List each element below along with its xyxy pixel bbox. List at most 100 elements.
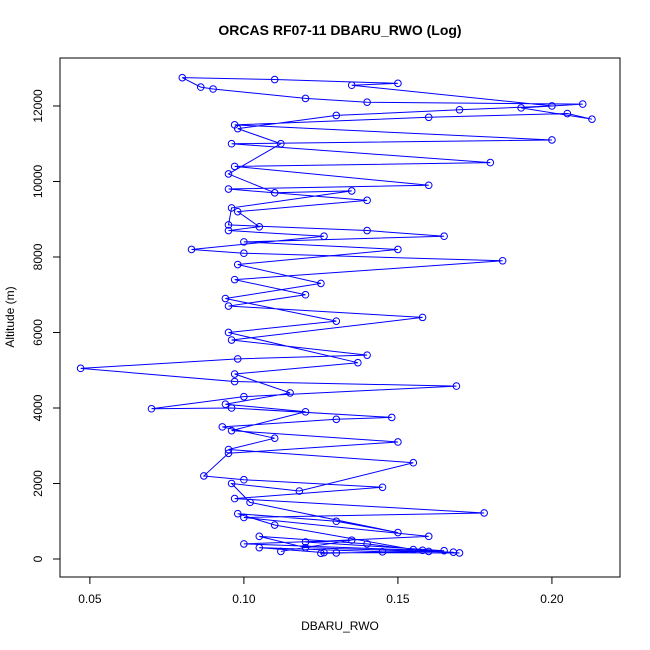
data-point [301, 290, 310, 299]
data-point [378, 483, 387, 492]
data-point [440, 546, 448, 555]
chart-title: ORCAS RF07-11 DBARU_RWO (Log) [218, 22, 461, 38]
data-point [378, 548, 387, 556]
data-point [230, 377, 239, 386]
data-point [354, 358, 362, 367]
data-point [286, 389, 294, 397]
data-point [147, 404, 156, 413]
data-point [209, 85, 217, 93]
data-point [418, 546, 427, 555]
data-point [224, 449, 233, 458]
data-point [548, 102, 556, 110]
data-point [240, 475, 248, 484]
data-point [277, 547, 285, 556]
data-point [317, 549, 325, 558]
data-point [240, 392, 248, 401]
data-point [178, 73, 187, 82]
data-point [295, 487, 304, 495]
x-tick-label: 0.10 [232, 592, 256, 606]
data-point [240, 249, 248, 258]
data-point [394, 438, 402, 446]
data-point [332, 549, 341, 557]
data-point [270, 521, 279, 529]
data-point [387, 413, 396, 422]
data-point [227, 426, 236, 435]
data-point [363, 98, 371, 107]
data-point [418, 313, 427, 322]
data-point [424, 532, 433, 541]
data-point [224, 328, 233, 337]
data-point [187, 245, 196, 254]
data-point [301, 94, 310, 103]
data-point [588, 115, 596, 123]
data-point [301, 538, 310, 546]
x-tick-label: 0.15 [386, 592, 410, 606]
data-point [224, 302, 233, 310]
data-point [246, 498, 254, 507]
data-point [394, 245, 402, 254]
data-point [233, 207, 242, 216]
data-point [320, 232, 328, 241]
data-point [363, 196, 371, 205]
y-tick-label: 0 [31, 555, 45, 562]
data-point [455, 105, 464, 114]
data-point [227, 479, 236, 488]
y-tick-label: 8000 [31, 243, 45, 270]
data-point [498, 256, 507, 265]
data-point [230, 494, 239, 503]
data-point [230, 370, 239, 378]
x-axis-label: DBARU_RWO [301, 619, 379, 633]
data-point [233, 355, 242, 363]
data-point [227, 404, 236, 412]
data-point [347, 187, 356, 195]
data-point [277, 139, 285, 148]
data-point [440, 232, 448, 241]
data-point [224, 226, 233, 235]
data-point [424, 181, 433, 190]
data-point [224, 185, 233, 193]
data-point [548, 136, 556, 144]
data-point [563, 109, 572, 118]
data-point [301, 543, 310, 552]
data-point [486, 158, 495, 167]
data-point [452, 382, 461, 390]
data-point [227, 204, 236, 212]
y-tick-label: 4000 [31, 394, 45, 421]
data-point [332, 517, 341, 526]
data-point [233, 260, 242, 269]
data-point [240, 238, 248, 246]
data-point [270, 75, 279, 84]
data-point [240, 540, 248, 548]
data-point [409, 458, 418, 467]
data-point [224, 170, 233, 178]
x-tick-label: 0.20 [540, 592, 564, 606]
y-tick-label: 2000 [31, 470, 45, 497]
y-tick-label: 12000 [31, 89, 45, 123]
data-point [230, 275, 239, 284]
data-point [347, 81, 356, 90]
data-point [227, 336, 236, 344]
data-point [218, 423, 227, 431]
data-point [347, 536, 356, 544]
data-point [200, 472, 208, 480]
data-point [394, 79, 402, 88]
data-point [332, 415, 341, 424]
data-point [221, 294, 230, 303]
y-axis-label: Altitude (m) [3, 286, 17, 347]
data-point [480, 509, 488, 517]
data-point [424, 113, 433, 122]
data-point [270, 434, 279, 442]
data-point [221, 400, 230, 409]
data-point [332, 111, 341, 120]
data-point [363, 226, 371, 235]
data-point [196, 83, 205, 91]
data-point [455, 549, 464, 557]
data-point [227, 139, 236, 148]
data-point [332, 317, 341, 325]
data-point [578, 100, 587, 108]
data-point [320, 548, 328, 557]
data-point [394, 528, 402, 537]
data-point [233, 509, 242, 518]
x-tick-label: 0.05 [78, 592, 102, 606]
